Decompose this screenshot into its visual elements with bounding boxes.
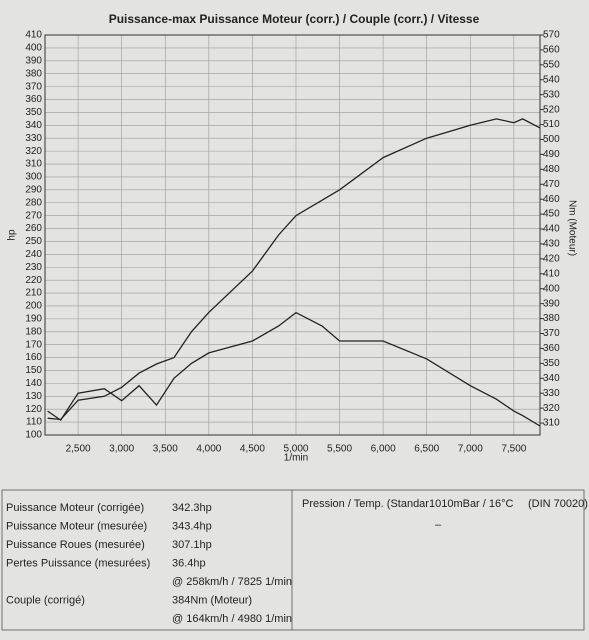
- y-tick-label: 170: [25, 339, 42, 350]
- norm: (DIN 70020): [528, 498, 588, 510]
- y-tick-label: 140: [25, 378, 42, 389]
- y-tick-label: 400: [25, 43, 42, 54]
- y2-axis-label: Nm (Moteur): [566, 200, 577, 256]
- y2-tick-label: 350: [543, 358, 560, 369]
- x-tick-label: 4,000: [196, 444, 221, 455]
- x-tick-label: 6,500: [414, 444, 439, 455]
- dash: –: [435, 519, 442, 531]
- y2-tick-label: 470: [543, 179, 560, 190]
- y2-tick-label: 480: [543, 164, 560, 175]
- x-tick-label: 7,500: [501, 444, 526, 455]
- y2-tick-label: 360: [543, 343, 560, 354]
- row-value: @ 258km/h / 7825 1/min: [172, 576, 292, 588]
- y-tick-label: 130: [25, 391, 42, 402]
- row-value: 343.4hp: [172, 520, 212, 532]
- y-tick-label: 110: [26, 417, 42, 428]
- y-tick-label: 180: [25, 326, 42, 337]
- y2-tick-label: 380: [543, 313, 560, 324]
- y2-tick-label: 530: [543, 89, 560, 100]
- y2-tick-label: 430: [543, 239, 560, 250]
- x-tick-label: 6,000: [371, 444, 396, 455]
- series-line: [47, 311, 541, 427]
- y-tick-label: 370: [25, 81, 42, 92]
- y-tick-label: 200: [25, 301, 42, 312]
- y-tick-label: 100: [25, 430, 42, 441]
- y-tick-label: 160: [25, 352, 42, 363]
- y2-tick-label: 550: [543, 59, 560, 70]
- y-tick-label: 390: [25, 55, 42, 66]
- y2-tick-label: 570: [543, 30, 560, 41]
- row-value: 342.3hp: [172, 502, 212, 514]
- y2-tick-label: 440: [543, 224, 560, 235]
- y-tick-label: 310: [25, 159, 42, 170]
- y-tick-label: 230: [25, 262, 42, 273]
- row-value: @ 164km/h / 4980 1/min: [172, 613, 292, 625]
- chart-title: Puissance-max Puissance Moteur (corr.) /…: [109, 12, 480, 26]
- x-tick-label: 7,000: [458, 444, 483, 455]
- y2-tick-label: 400: [543, 283, 560, 294]
- y-tick-label: 320: [25, 146, 42, 157]
- y2-tick-label: 560: [543, 45, 560, 56]
- y-tick-label: 380: [25, 68, 42, 79]
- y2-tick-label: 370: [543, 328, 560, 339]
- x-tick-label: 4,500: [240, 444, 265, 455]
- y2-tick-label: 450: [543, 209, 560, 220]
- y-tick-label: 240: [25, 249, 42, 260]
- y-tick-label: 250: [25, 236, 42, 247]
- y2-tick-label: 490: [543, 149, 560, 160]
- y-tick-label: 300: [25, 172, 42, 183]
- y2-tick-label: 390: [543, 298, 560, 309]
- x-tick-label: 2,500: [66, 444, 91, 455]
- y2-tick-label: 320: [543, 403, 560, 414]
- x-tick-label: 3,500: [153, 444, 178, 455]
- y-tick-label: 360: [25, 94, 42, 105]
- y-tick-label: 340: [25, 120, 42, 131]
- y2-tick-label: 520: [543, 104, 560, 115]
- y-tick-label: 150: [25, 365, 42, 376]
- row-label: Couple (corrigé): [6, 594, 85, 606]
- y2-tick-label: 420: [543, 254, 560, 265]
- row-label: Puissance Moteur (corrigée): [6, 502, 144, 514]
- y2-tick-label: 340: [543, 373, 560, 384]
- x-tick-label: 5,500: [327, 444, 352, 455]
- row-value: 384Nm (Moteur): [172, 594, 252, 606]
- y2-tick-label: 510: [543, 119, 560, 130]
- y2-tick-label: 500: [543, 134, 560, 145]
- x-tick-label: 3,000: [109, 444, 134, 455]
- row-value: 36.4hp: [172, 557, 206, 569]
- y-axis-label: hp: [7, 229, 18, 241]
- y-tick-label: 290: [25, 184, 42, 195]
- y2-tick-label: 410: [543, 268, 560, 279]
- y-tick-label: 120: [25, 404, 42, 415]
- result-table: Pression / Temp. (Standar1010mBar / 16°C…: [1, 489, 588, 631]
- x-axis-label: 1/min: [284, 453, 308, 464]
- row-value: 307.1hp: [172, 539, 212, 551]
- y2-tick-label: 460: [543, 194, 560, 205]
- plot-frame: [44, 34, 541, 436]
- y-tick-label: 330: [25, 133, 42, 144]
- row-label: Puissance Moteur (mesurée): [6, 520, 147, 532]
- y-tick-label: 190: [25, 314, 42, 325]
- row-label: Puissance Roues (mesurée): [6, 539, 145, 551]
- y-tick-label: 350: [25, 107, 42, 118]
- y-tick-label: 270: [25, 210, 42, 221]
- row-label: Pertes Puissance (mesurées): [6, 557, 150, 569]
- y-tick-label: 280: [25, 197, 42, 208]
- x-tick-label: 5,000: [283, 444, 308, 455]
- y-tick-label: 410: [25, 30, 42, 41]
- y-tick-label: 210: [25, 288, 42, 299]
- y-tick-label: 220: [25, 275, 42, 286]
- y2-tick-label: 540: [543, 74, 560, 85]
- y-tick-label: 260: [25, 223, 42, 234]
- conditions: Pression / Temp. (Standar1010mBar / 16°C: [302, 498, 514, 510]
- y2-tick-label: 330: [543, 388, 560, 399]
- series-line: [47, 118, 541, 421]
- y2-tick-label: 310: [543, 418, 560, 429]
- table-frame: [1, 489, 585, 631]
